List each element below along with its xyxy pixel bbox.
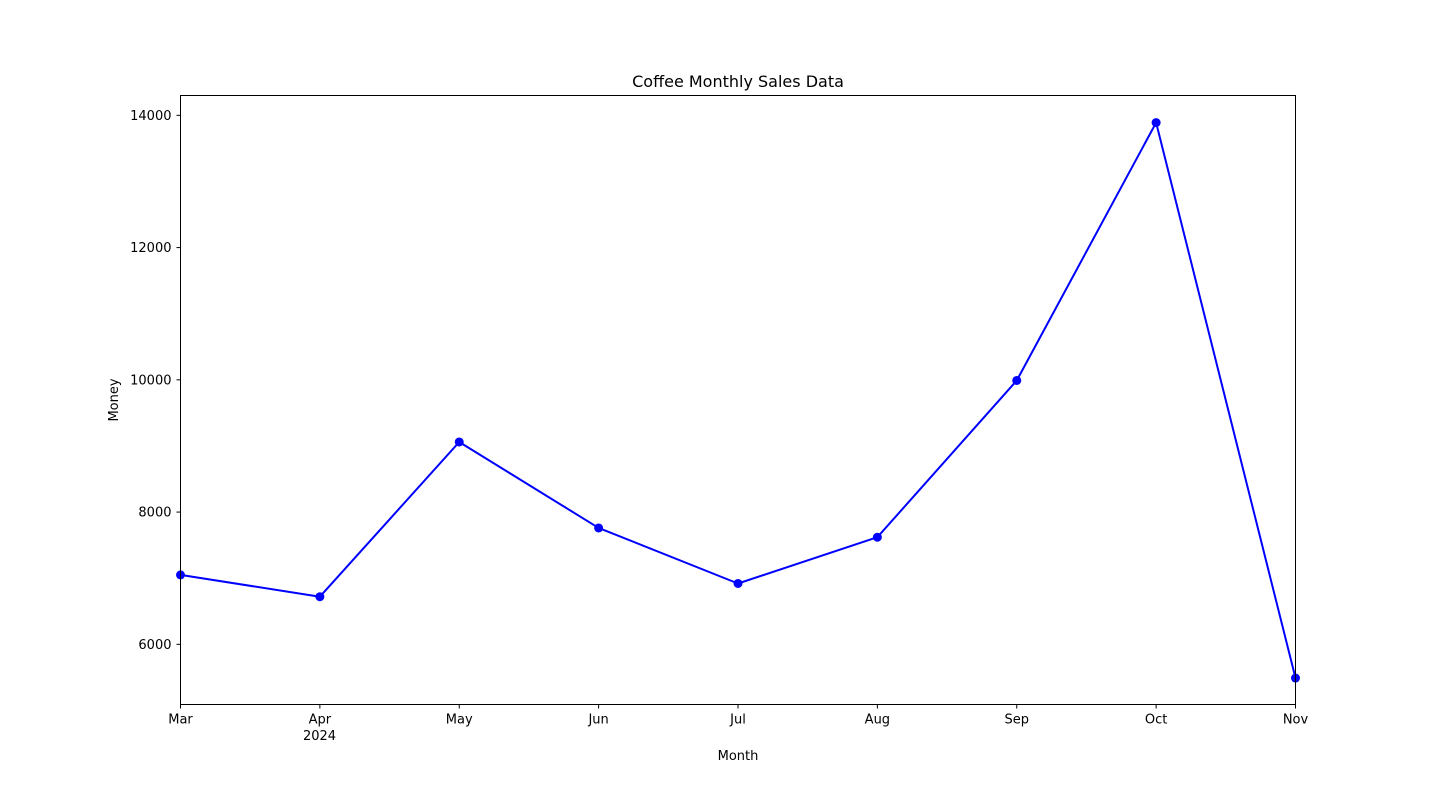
x-tick-label: Nov — [1283, 713, 1309, 728]
x-tick-label: Aug — [865, 713, 890, 728]
y-tick-label: 6000 — [138, 638, 171, 653]
series-layer — [176, 118, 1300, 683]
x-tick-label: Oct — [1145, 713, 1167, 728]
y-tick-label: 10000 — [130, 373, 171, 388]
x-tick-label: Jul — [729, 713, 746, 728]
x-tick-label: Apr — [309, 713, 332, 728]
data-point — [454, 437, 464, 447]
x-tick-label: Jun — [587, 713, 608, 728]
x-tick-label: Mar — [168, 713, 193, 728]
data-point — [733, 578, 743, 588]
x-axis-ticks: Mar Apr May Jun Jul Aug Sep Oct Nov — [168, 704, 1309, 728]
data-point — [1151, 118, 1161, 128]
x-year-label: 2024 — [303, 729, 336, 744]
data-point — [1012, 375, 1022, 385]
series-line — [180, 121, 1297, 679]
chart-title: Coffee Monthly Sales Data — [632, 72, 844, 91]
y-tick-label: 14000 — [130, 109, 171, 124]
data-point — [594, 523, 604, 533]
data-point — [315, 592, 325, 602]
y-axis-label: Money — [107, 378, 122, 421]
y-tick-label: 8000 — [138, 506, 171, 521]
plot-area-frame — [180, 95, 1296, 705]
data-point — [872, 532, 882, 542]
y-tick-label: 12000 — [130, 241, 171, 256]
y-axis-ticks: 6000 8000 10000 12000 14000 — [130, 109, 181, 653]
x-axis-label: Month — [718, 749, 759, 764]
x-tick-label: Sep — [1004, 713, 1029, 728]
x-tick-label: May — [446, 713, 473, 728]
